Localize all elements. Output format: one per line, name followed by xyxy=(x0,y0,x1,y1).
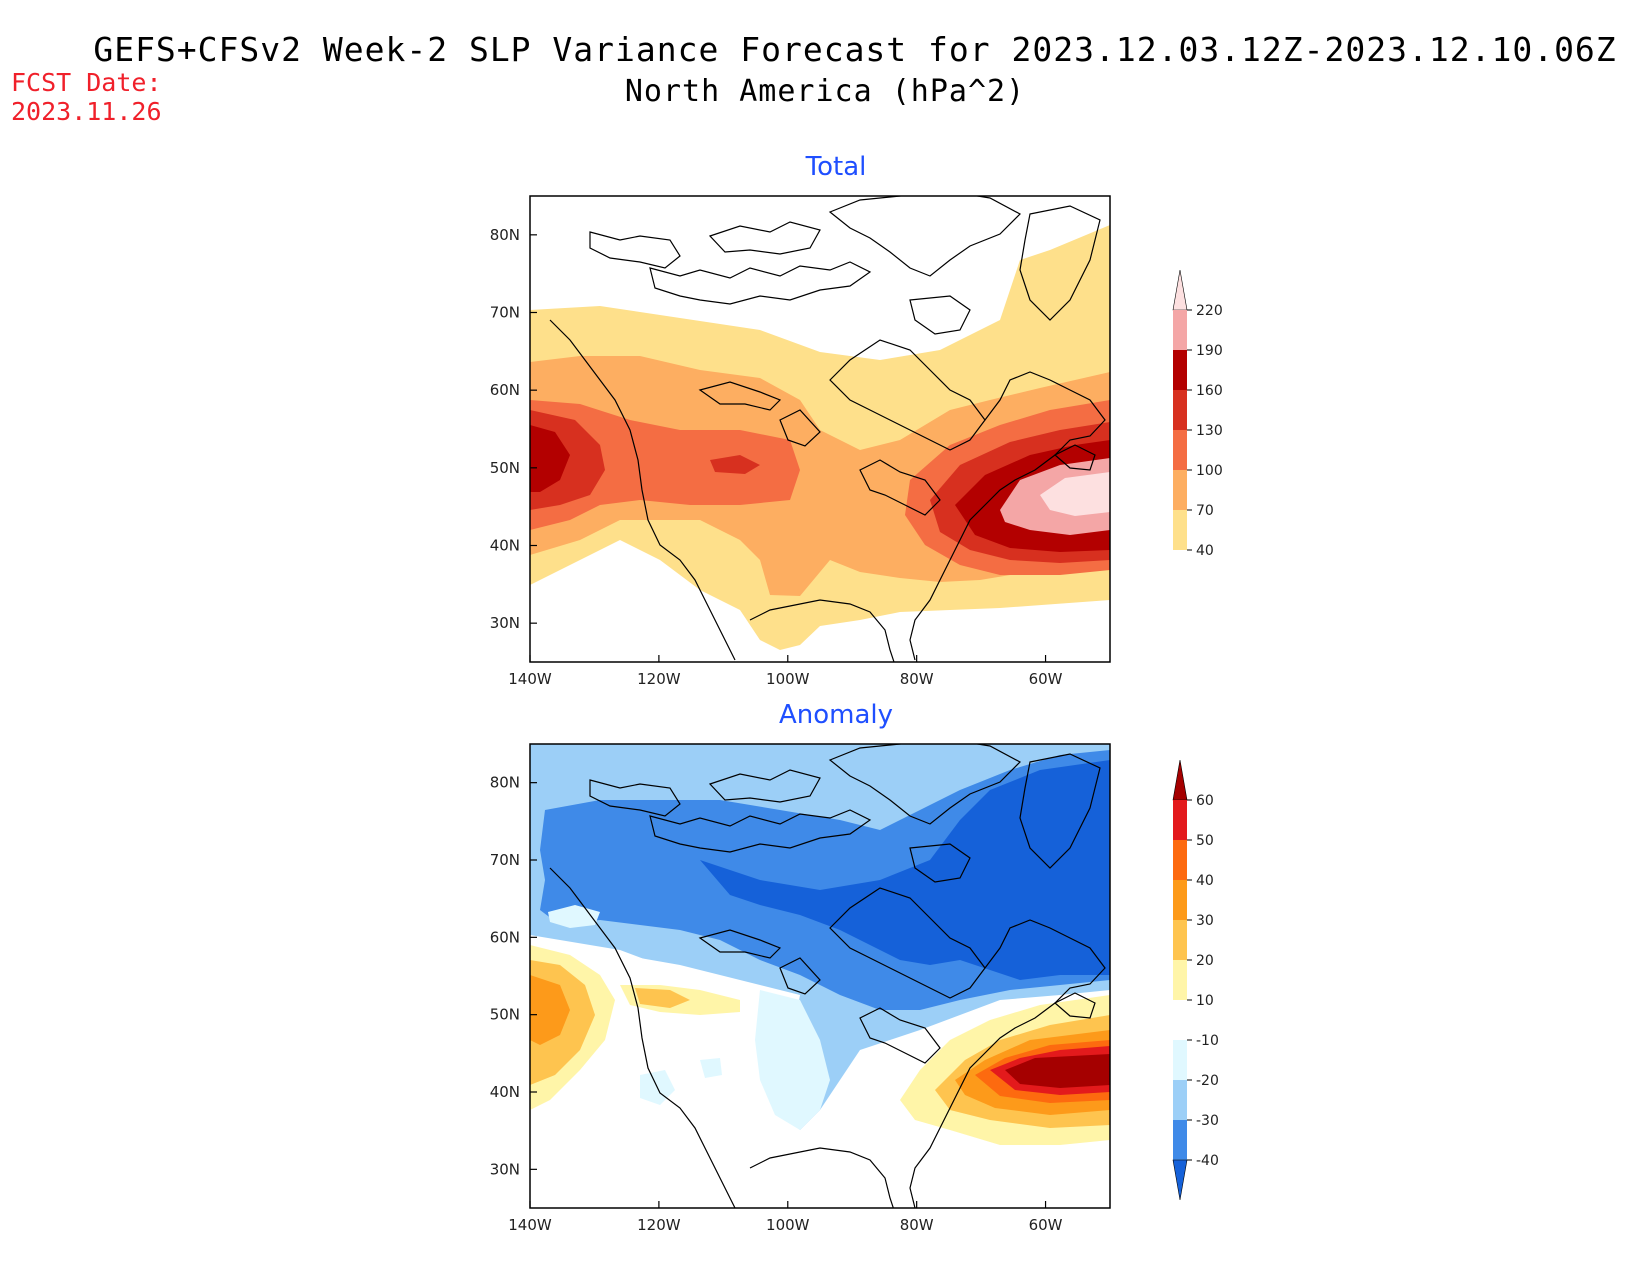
lon-tick-label: 140W xyxy=(508,1216,552,1234)
lat-tick-label: 40N xyxy=(490,1083,520,1101)
lat-tick-label: 70N xyxy=(490,304,520,322)
forecast-date-value: 2023.11.26 xyxy=(11,97,162,126)
colorbar-swatch xyxy=(1172,759,1188,801)
colorbar-label: 40 xyxy=(1196,873,1214,889)
panel-title-total: Total xyxy=(805,152,867,182)
colorbar-swatch xyxy=(1173,920,1187,960)
lat-tick-label: 80N xyxy=(490,774,520,792)
colorbar-swatch xyxy=(1173,1120,1187,1160)
colorbar-label: 40 xyxy=(1196,543,1214,559)
colorbar-swatch xyxy=(1173,960,1187,1000)
colorbar-swatch xyxy=(1173,1040,1187,1080)
lon-tick-label: 60W xyxy=(1029,670,1063,688)
colorbar-swatch xyxy=(1173,1080,1187,1120)
colorbar-label: -30 xyxy=(1196,1113,1219,1129)
lat-tick-label: 60N xyxy=(490,381,520,399)
colorbar-swatch xyxy=(1173,880,1187,920)
lat-tick-label: 30N xyxy=(490,1160,520,1178)
lon-tick-label: 120W xyxy=(637,670,681,688)
panel-title-anomaly: Anomaly xyxy=(778,700,894,730)
colorbar-label: 190 xyxy=(1196,343,1223,359)
lon-tick-label: 60W xyxy=(1029,1216,1063,1234)
lon-tick-label: 80W xyxy=(900,1216,934,1234)
lat-tick-label: 40N xyxy=(490,537,520,555)
colorbar-label: -20 xyxy=(1196,1073,1219,1089)
lon-tick-label: 100W xyxy=(766,1216,810,1234)
colorbar-label: 60 xyxy=(1196,793,1214,809)
colorbar-label: 10 xyxy=(1196,993,1214,1009)
lon-tick-label: 80W xyxy=(900,670,934,688)
total-colorbar: 220 190 160 130 100 70 40 xyxy=(1172,269,1223,559)
forecast-date-label: FCST Date: xyxy=(11,68,162,97)
anomaly-axes: 80N 70N 60N 50N 40N 30N 140W 120W 100W 80W 60W xyxy=(490,774,1063,1234)
colorbar-label: 220 xyxy=(1196,303,1223,319)
colorbar-swatch xyxy=(1173,510,1187,550)
lat-tick-label: 50N xyxy=(490,459,520,477)
anomaly-map xyxy=(530,744,1110,1208)
colorbar-swatch xyxy=(1173,840,1187,880)
lon-tick-label: 100W xyxy=(766,670,810,688)
colorbar-label: 130 xyxy=(1196,423,1223,439)
lon-tick-label: 140W xyxy=(508,670,552,688)
colorbar-swatch xyxy=(1173,800,1187,840)
lat-tick-label: 60N xyxy=(490,928,520,946)
lat-tick-label: 30N xyxy=(490,614,520,632)
anomaly-map-frame xyxy=(529,743,1111,1209)
main-title: GEFS+CFSv2 Week-2 SLP Variance Forecast … xyxy=(93,30,1617,69)
colorbar-label: 20 xyxy=(1196,953,1214,969)
lat-tick-label: 70N xyxy=(490,851,520,869)
colorbar-label: 70 xyxy=(1196,503,1214,519)
colorbar-swatch xyxy=(1173,430,1187,470)
lat-tick-label: 50N xyxy=(490,1006,520,1024)
colorbar-label: 50 xyxy=(1196,833,1214,849)
lon-tick-label: 120W xyxy=(637,1216,681,1234)
colorbar-swatch xyxy=(1173,310,1187,350)
lat-tick-label: 80N xyxy=(490,226,520,244)
colorbar-swatch xyxy=(1172,269,1188,311)
anomaly-colorbar: 60 50 40 30 20 10 -10 -20 -30 -40 xyxy=(1172,759,1219,1201)
colorbar-label: 160 xyxy=(1196,383,1223,399)
total-map xyxy=(530,196,1110,662)
colorbar-label: -10 xyxy=(1196,1033,1219,1049)
colorbar-swatch xyxy=(1173,470,1187,510)
total-axes: 80N 70N 60N 50N 40N 30N 140W 120W 100W 80W 60W xyxy=(490,226,1063,688)
colorbar-label: 30 xyxy=(1196,913,1214,929)
colorbar-swatch xyxy=(1173,1000,1187,1040)
subtitle: North America (hPa^2) xyxy=(624,74,1026,109)
colorbar-swatch xyxy=(1172,1159,1188,1201)
colorbar-label: -40 xyxy=(1196,1153,1219,1169)
total-map-frame xyxy=(529,195,1111,663)
colorbar-swatch xyxy=(1173,350,1187,390)
colorbar-swatch xyxy=(1173,390,1187,430)
colorbar-label: 100 xyxy=(1196,463,1223,479)
